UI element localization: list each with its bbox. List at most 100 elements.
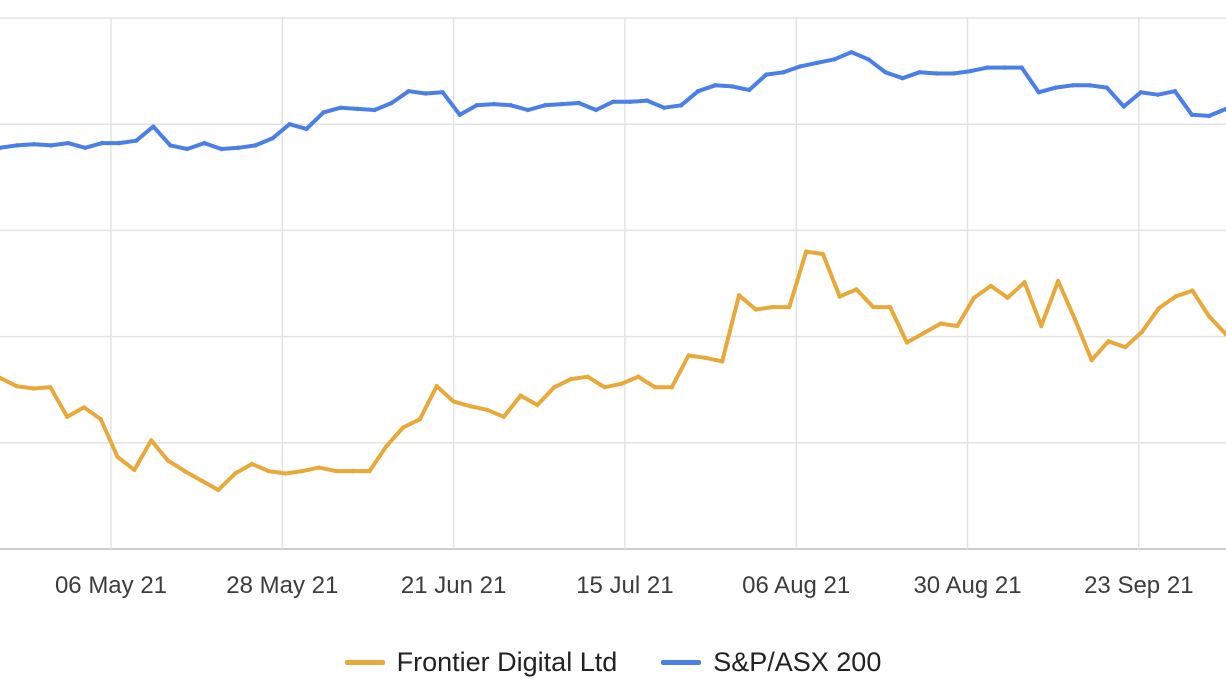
legend-swatch-frontier-digital (344, 659, 385, 665)
data-point (971, 295, 977, 300)
data-point (1123, 345, 1128, 350)
data-point (0, 145, 3, 150)
data-point (384, 444, 389, 449)
data-point (661, 105, 667, 110)
data-point (232, 471, 238, 476)
data-point (542, 103, 548, 108)
legend-item-asx200[interactable]: S&P/ASX 200 (661, 647, 881, 678)
x-axis-ticks: 06 May 21 28 May 21 21 Jun 21 15 Jul 21 06 A… (55, 572, 1194, 599)
data-point (887, 304, 893, 310)
x-tick-label: 06 May 21 (55, 572, 167, 599)
legend: Frontier Digital Ltd S&P/ASX 200 (0, 640, 1226, 684)
data-point (678, 103, 684, 108)
data-point (736, 293, 742, 298)
data-point (837, 294, 842, 299)
data-point (1172, 89, 1178, 94)
data-point (1139, 329, 1145, 335)
x-tick-label: 28 May 21 (226, 572, 338, 599)
data-point (871, 304, 876, 310)
data-point (457, 112, 462, 118)
data-point (321, 110, 326, 115)
data-point (720, 359, 725, 364)
data-point (535, 402, 540, 408)
data-point (434, 384, 439, 389)
data-point (968, 68, 973, 74)
data-point (451, 399, 456, 404)
data-point (1106, 339, 1111, 344)
data-point (593, 107, 599, 113)
x-tick-label: 23 Sep 21 (1084, 572, 1193, 599)
x-tick-label: 15 Jul 21 (576, 572, 673, 599)
data-point (165, 458, 171, 463)
data-point (1022, 280, 1027, 285)
data-point (423, 91, 428, 96)
data-point (1005, 295, 1010, 300)
x-tick-label: 06 Aug 21 (742, 572, 850, 599)
data-point (703, 355, 708, 360)
data-point (333, 468, 339, 474)
data-point (900, 76, 905, 81)
data-point (508, 103, 513, 108)
data-point (1104, 85, 1110, 90)
data-point (803, 249, 809, 254)
data-point (1002, 65, 1007, 70)
data-point (669, 385, 674, 390)
legend-label-asx200: S&P/ASX 200 (713, 646, 882, 677)
data-point (168, 143, 173, 148)
data-point (98, 417, 104, 422)
data-point (1087, 83, 1093, 88)
data-point (951, 71, 956, 76)
data-point (115, 454, 120, 460)
data-point (132, 467, 137, 473)
line-chart: 06 May 21 28 May 21 21 Jun 21 15 Jul 21 06 A… (0, 17, 1226, 599)
data-point (117, 140, 122, 146)
data-point (610, 99, 616, 105)
data-point (787, 304, 792, 310)
data-point (1070, 83, 1076, 88)
legend-item-frontier-digital[interactable]: Frontier Digital Ltd (344, 647, 617, 678)
data-point (1156, 306, 1162, 311)
data-point (849, 50, 854, 55)
data-point (730, 84, 735, 89)
data-point (518, 393, 523, 398)
data-point (1138, 90, 1144, 95)
data-point (917, 70, 922, 75)
data-point (1223, 332, 1226, 337)
data-point (14, 384, 19, 389)
data-point (484, 407, 490, 412)
data-point (770, 304, 775, 310)
data-point (525, 107, 531, 113)
data-point (815, 60, 820, 65)
data-point (1089, 358, 1094, 363)
x-tick-label: 30 Aug 21 (913, 572, 1021, 599)
data-point (820, 251, 826, 257)
data-point (552, 385, 557, 390)
data-point (1207, 314, 1212, 319)
data-point (644, 98, 650, 103)
grid-lines (0, 17, 1226, 550)
data-point (182, 468, 187, 474)
data-point (1036, 90, 1041, 95)
series-line-frontier-digital[interactable] (0, 249, 1226, 492)
data-point (1155, 92, 1161, 97)
data-point (406, 89, 411, 94)
data-point (202, 140, 207, 146)
data-point (372, 107, 377, 113)
data-point (619, 381, 624, 386)
data-point (300, 468, 305, 474)
data-point (866, 57, 871, 62)
data-point (417, 417, 423, 422)
data-point (440, 90, 445, 95)
data-point (753, 307, 758, 312)
data-point (31, 142, 37, 147)
data-point (266, 468, 271, 474)
data-point (31, 386, 36, 391)
data-point (695, 89, 701, 94)
data-point (48, 143, 54, 148)
data-point (764, 72, 769, 77)
data-point (149, 438, 154, 443)
data-point (82, 145, 88, 150)
data-point (832, 57, 837, 62)
data-point (270, 136, 275, 141)
data-point (1053, 85, 1058, 90)
